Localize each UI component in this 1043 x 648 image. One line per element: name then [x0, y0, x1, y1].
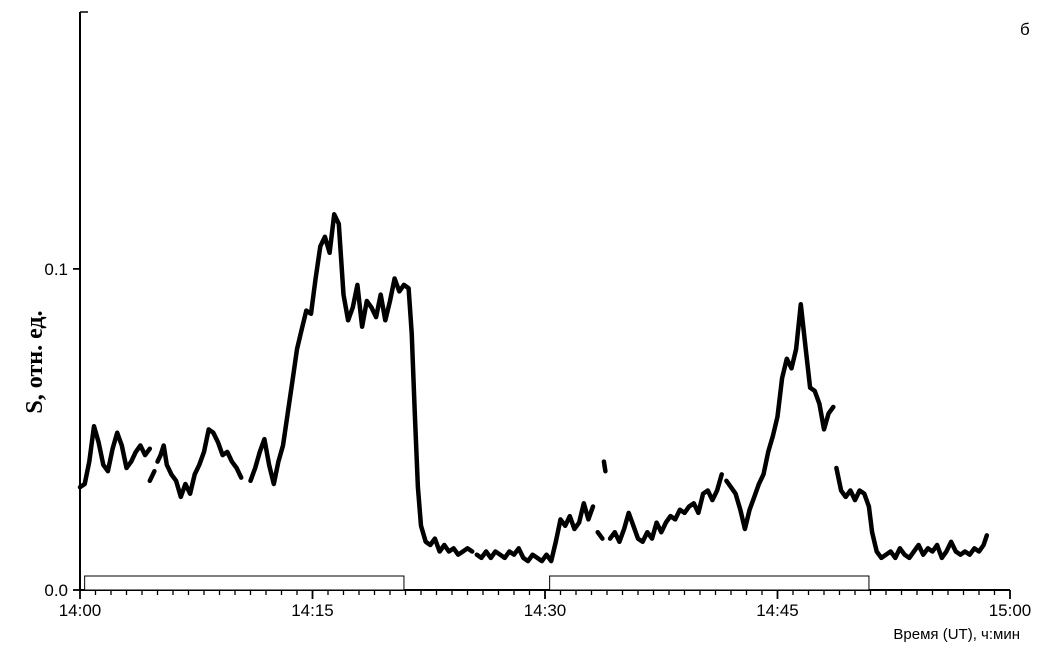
- series-segment: [155, 427, 244, 500]
- x-axis-label: Время (UT), ч:мин: [893, 626, 1020, 643]
- x-tick-label: 14:45: [756, 601, 799, 620]
- x-tick-label: 14:15: [291, 601, 334, 620]
- x-tick-label: 14:00: [59, 601, 102, 620]
- plot-frame: [79, 11, 1010, 591]
- series-segment: [601, 459, 608, 474]
- series-lines: [77, 212, 990, 564]
- x-axis-ticks: 14:00 14:15 14:30 14:45 15:00: [59, 590, 1032, 620]
- series-segment: [724, 301, 836, 532]
- series-segment: [595, 529, 605, 541]
- interval-bar: [84, 575, 405, 591]
- series-segment: [147, 468, 157, 484]
- y-tick-label: 0.0: [44, 581, 68, 600]
- y-axis-label: S, отн. ед.: [22, 310, 48, 413]
- observation-intervals: [84, 575, 870, 591]
- x-tick-label: 15:00: [989, 601, 1032, 620]
- series-segment: [77, 423, 153, 490]
- y-axis-ticks: 0.0 0.1: [44, 260, 80, 600]
- panel-label: б: [1020, 20, 1030, 39]
- interval-bar: [549, 575, 870, 591]
- x-tick-label: 14:30: [524, 601, 567, 620]
- series-segment: [248, 212, 475, 557]
- series-segment: [474, 501, 596, 564]
- series-segment: [834, 465, 990, 561]
- y-tick-label: 0.1: [44, 260, 68, 279]
- series-segment: [607, 472, 724, 545]
